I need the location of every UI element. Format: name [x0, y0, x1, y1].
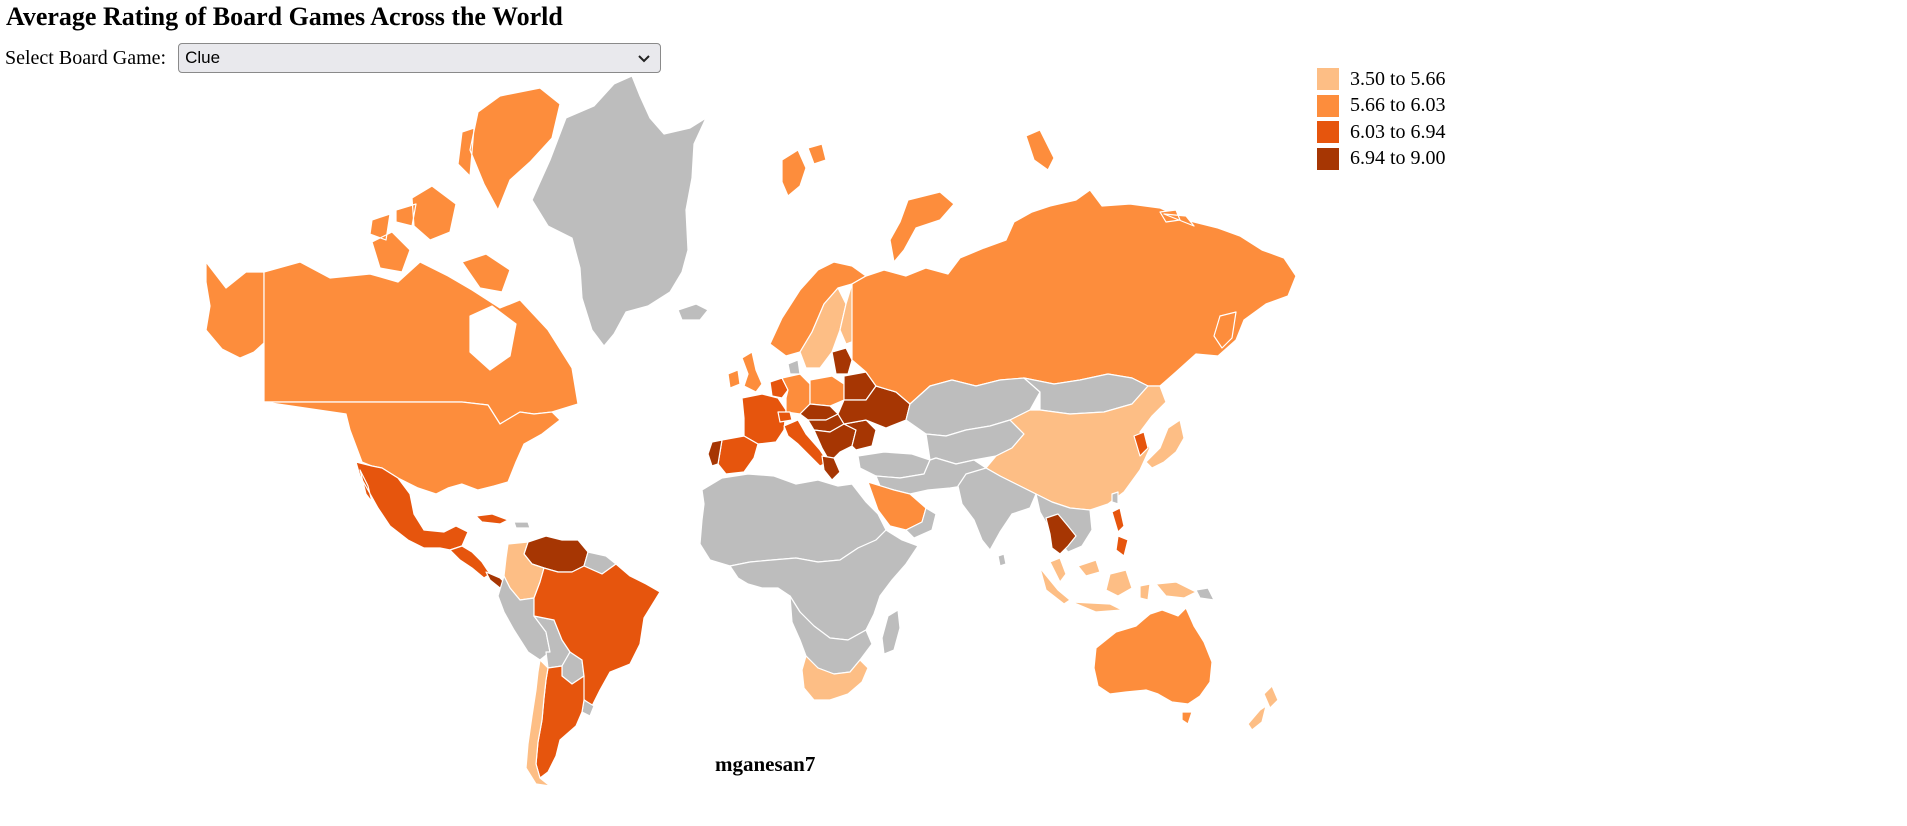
country-indonesia[interactable] [1039, 567, 1151, 613]
legend: 3.50 to 5.66 5.66 to 6.03 6.03 to 6.94 6.94… [1317, 66, 1446, 172]
country-thailand-cambodia[interactable] [1045, 513, 1077, 555]
country-russia-islands[interactable] [889, 129, 1237, 349]
country-philippines[interactable] [1111, 507, 1129, 557]
country-portugal[interactable] [707, 439, 723, 467]
country-greece[interactable] [821, 455, 841, 481]
country-caribbean [513, 521, 531, 529]
legend-swatch [1317, 68, 1339, 91]
country-denmark [787, 359, 801, 375]
country-turkey [857, 451, 931, 479]
country-spain[interactable] [717, 435, 759, 475]
country-papua-new-guinea[interactable] [1155, 581, 1197, 599]
legend-swatch [1317, 147, 1339, 170]
country-south-africa[interactable] [801, 655, 869, 701]
legend-item: 3.50 to 5.66 [1317, 66, 1446, 93]
legend-label: 5.66 to 6.03 [1350, 94, 1446, 117]
country-australia[interactable] [1093, 607, 1213, 705]
legend-item: 6.94 to 9.00 [1317, 146, 1446, 173]
legend-swatch [1317, 94, 1339, 117]
select-label: Select Board Game: [5, 46, 167, 69]
country-brazil[interactable] [533, 563, 661, 707]
legend-item: 5.66 to 6.03 [1317, 93, 1446, 120]
legend-label: 6.03 to 6.94 [1350, 120, 1446, 143]
hudson-bay [469, 305, 517, 371]
country-svalbard[interactable] [781, 143, 827, 197]
board-game-select[interactable]: Clue [178, 43, 662, 73]
country-japan[interactable] [1145, 419, 1185, 469]
country-madagascar [881, 609, 901, 655]
country-baltics[interactable] [831, 347, 853, 375]
country-canada[interactable] [263, 261, 579, 425]
country-romania-bulgaria[interactable] [843, 419, 877, 451]
legend-label: 6.94 to 9.00 [1350, 147, 1446, 170]
country-france[interactable] [741, 393, 787, 445]
country-papua-west [1195, 587, 1215, 601]
page-title: Average Rating of Board Games Across the… [6, 2, 563, 31]
country-africa-central [729, 529, 919, 641]
country-usa[interactable] [263, 401, 561, 495]
country-central-america[interactable] [449, 545, 491, 579]
country-taiwan [1111, 491, 1119, 505]
country-switzerland[interactable] [777, 411, 793, 423]
legend-swatch [1317, 121, 1339, 144]
chevron-down-icon [638, 55, 650, 63]
country-chile[interactable] [525, 659, 551, 787]
country-sri-lanka [997, 553, 1007, 567]
legend-label: 3.50 to 5.66 [1350, 67, 1446, 90]
country-india [957, 467, 1037, 551]
legend-item: 6.03 to 6.94 [1317, 119, 1446, 146]
country-cuba[interactable] [475, 513, 509, 525]
selected-game-value: Clue [185, 48, 221, 67]
country-iceland [677, 303, 709, 321]
country-canada-arctic-islands[interactable] [369, 87, 561, 293]
country-mexico[interactable] [355, 461, 469, 551]
country-greenland [531, 75, 707, 347]
author-credit: mganesan7 [715, 752, 816, 776]
country-new-zealand[interactable] [1247, 685, 1279, 731]
country-alaska[interactable] [205, 261, 265, 359]
country-tasmania[interactable] [1181, 711, 1193, 725]
country-korea[interactable] [1133, 431, 1149, 457]
country-benelux[interactable] [769, 377, 789, 399]
country-arabia-rest [905, 507, 937, 539]
game-select-row: Select Board Game: Clue [5, 42, 662, 74]
country-ireland[interactable] [727, 369, 741, 389]
country-uk[interactable] [741, 351, 763, 393]
country-malaysia[interactable] [1049, 557, 1101, 583]
country-poland[interactable] [809, 375, 845, 407]
